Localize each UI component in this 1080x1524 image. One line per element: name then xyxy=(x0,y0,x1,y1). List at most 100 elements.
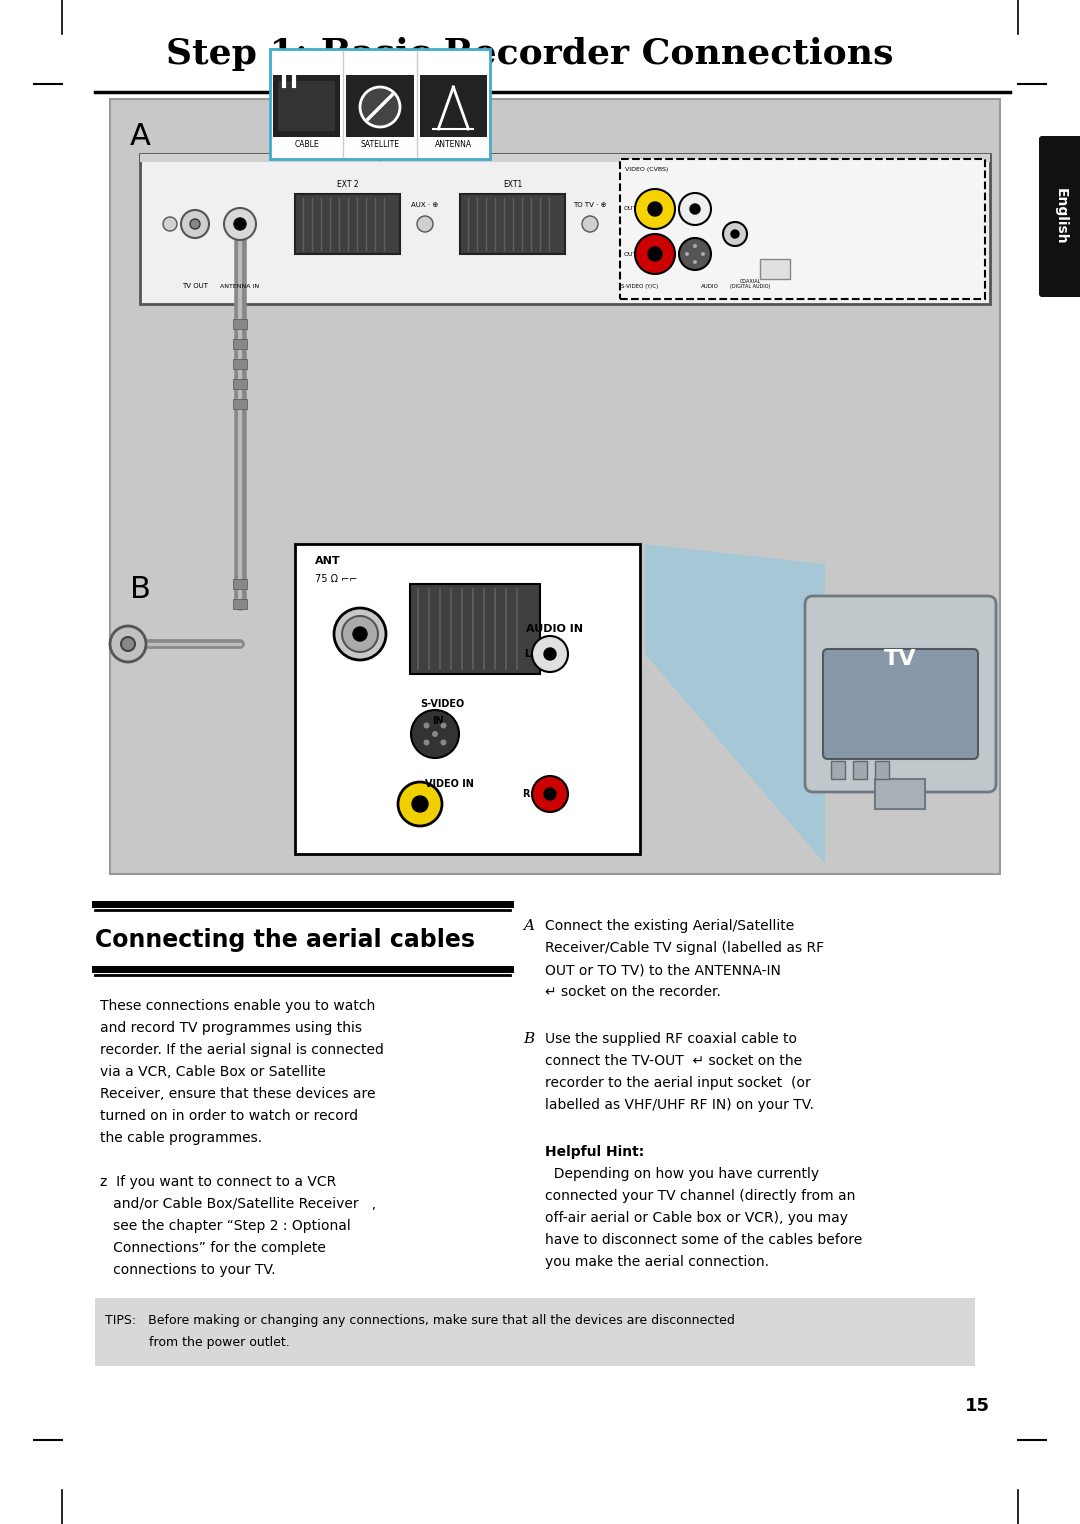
Text: TIPS:   Before making or changing any connections, make sure that all the device: TIPS: Before making or changing any conn… xyxy=(105,1314,734,1327)
Text: AUDIO: AUDIO xyxy=(701,283,719,290)
Text: English: English xyxy=(1054,187,1068,244)
Text: Use the supplied RF coaxial cable to: Use the supplied RF coaxial cable to xyxy=(545,1032,797,1045)
Text: ↵ socket on the recorder.: ↵ socket on the recorder. xyxy=(545,985,720,1000)
Text: via a VCR, Cable Box or Satellite: via a VCR, Cable Box or Satellite xyxy=(100,1065,326,1079)
Text: Receiver, ensure that these devices are: Receiver, ensure that these devices are xyxy=(100,1087,376,1100)
Text: Connect the existing Aerial/Satellite: Connect the existing Aerial/Satellite xyxy=(545,919,794,933)
Text: see the chapter “Step 2 : Optional: see the chapter “Step 2 : Optional xyxy=(100,1219,351,1233)
Bar xyxy=(233,599,247,610)
Text: R: R xyxy=(523,789,530,799)
Text: 15: 15 xyxy=(966,1398,990,1414)
Text: CABLE: CABLE xyxy=(295,140,319,149)
Bar xyxy=(295,544,640,853)
Bar xyxy=(278,81,335,131)
Text: ANTENNA IN: ANTENNA IN xyxy=(220,283,259,290)
Text: z  If you want to connect to a VCR: z If you want to connect to a VCR xyxy=(100,1175,336,1189)
Circle shape xyxy=(532,776,568,812)
Text: OUT: OUT xyxy=(623,251,637,256)
Circle shape xyxy=(399,782,442,826)
Text: AUX · ⊕: AUX · ⊕ xyxy=(411,203,438,207)
Text: turned on in order to watch or record: turned on in order to watch or record xyxy=(100,1109,359,1123)
Polygon shape xyxy=(645,544,825,864)
Text: Connections” for the complete: Connections” for the complete xyxy=(100,1241,326,1254)
Circle shape xyxy=(693,261,697,264)
Circle shape xyxy=(121,637,135,651)
Circle shape xyxy=(423,722,430,728)
Circle shape xyxy=(360,87,400,126)
Text: Helpful Hint:: Helpful Hint: xyxy=(545,1145,645,1158)
Text: IN: IN xyxy=(432,716,444,725)
Circle shape xyxy=(441,739,446,745)
Circle shape xyxy=(693,244,697,248)
Text: TV OUT: TV OUT xyxy=(183,283,208,290)
Text: SATELLITE: SATELLITE xyxy=(361,140,400,149)
Text: recorder to the aerial input socket  (or: recorder to the aerial input socket (or xyxy=(545,1076,811,1090)
Text: EXT1: EXT1 xyxy=(503,180,522,189)
Text: VIDEO IN: VIDEO IN xyxy=(426,779,474,789)
Circle shape xyxy=(635,189,675,229)
Text: EXT 2: EXT 2 xyxy=(337,180,359,189)
Bar xyxy=(233,319,247,329)
Text: S-VIDEO: S-VIDEO xyxy=(420,700,464,709)
Text: S-VIDEO (Y/C): S-VIDEO (Y/C) xyxy=(621,283,659,290)
Text: A: A xyxy=(523,919,534,933)
Circle shape xyxy=(679,238,711,270)
Circle shape xyxy=(532,636,568,672)
Text: have to disconnect some of the cables before: have to disconnect some of the cables be… xyxy=(545,1233,862,1247)
Bar xyxy=(233,579,247,588)
Circle shape xyxy=(411,796,428,812)
Bar xyxy=(233,360,247,369)
Text: Depending on how you have currently: Depending on how you have currently xyxy=(545,1167,819,1181)
Circle shape xyxy=(190,219,200,229)
Circle shape xyxy=(423,739,430,745)
Text: B: B xyxy=(130,575,150,604)
Text: These connections enable you to watch: These connections enable you to watch xyxy=(100,1000,375,1013)
Text: 75 Ω ⌐⌐: 75 Ω ⌐⌐ xyxy=(315,575,357,584)
Circle shape xyxy=(234,218,246,230)
Text: connections to your TV.: connections to your TV. xyxy=(100,1263,275,1277)
Circle shape xyxy=(648,247,662,261)
FancyBboxPatch shape xyxy=(823,649,978,759)
Circle shape xyxy=(544,648,556,660)
Circle shape xyxy=(163,216,177,232)
Text: labelled as VHF/UHF RF IN) on your TV.: labelled as VHF/UHF RF IN) on your TV. xyxy=(545,1097,814,1113)
Bar xyxy=(273,75,340,137)
Bar xyxy=(295,194,400,255)
Text: connect the TV-OUT  ↵ socket on the: connect the TV-OUT ↵ socket on the xyxy=(545,1055,802,1068)
Text: connected your TV channel (directly from an: connected your TV channel (directly from… xyxy=(545,1189,855,1202)
Text: off-air aerial or Cable box or VCR), you may: off-air aerial or Cable box or VCR), you… xyxy=(545,1212,848,1225)
Circle shape xyxy=(679,194,711,226)
Text: and/or Cable Box/Satellite Receiver   ,: and/or Cable Box/Satellite Receiver , xyxy=(100,1196,376,1212)
Text: TO TV · ⊕: TO TV · ⊕ xyxy=(573,203,607,207)
Circle shape xyxy=(701,251,705,256)
Circle shape xyxy=(334,608,386,660)
Circle shape xyxy=(441,722,446,728)
Bar xyxy=(420,75,487,137)
Circle shape xyxy=(635,235,675,274)
Bar xyxy=(233,399,247,408)
Bar xyxy=(853,760,867,779)
Circle shape xyxy=(582,216,598,232)
Text: Connecting the aerial cables: Connecting the aerial cables xyxy=(95,928,475,952)
Circle shape xyxy=(690,204,700,213)
Circle shape xyxy=(181,210,210,238)
Text: OUT or TO TV) to the ANTENNA-IN: OUT or TO TV) to the ANTENNA-IN xyxy=(545,963,781,977)
Text: VIDEO (CVBS): VIDEO (CVBS) xyxy=(625,168,669,172)
Text: Step 1: Basic Recorder Connections: Step 1: Basic Recorder Connections xyxy=(166,37,894,72)
Circle shape xyxy=(411,710,459,757)
Circle shape xyxy=(432,732,438,738)
Circle shape xyxy=(648,203,662,216)
Circle shape xyxy=(342,616,378,652)
Bar xyxy=(270,49,490,158)
Bar xyxy=(140,154,990,303)
Bar xyxy=(347,75,414,137)
Text: the cable programmes.: the cable programmes. xyxy=(100,1131,262,1145)
Bar xyxy=(110,99,1000,873)
Circle shape xyxy=(224,207,256,239)
Text: A: A xyxy=(130,122,150,151)
Text: you make the aerial connection.: you make the aerial connection. xyxy=(545,1254,769,1269)
Text: OUT: OUT xyxy=(623,206,637,212)
Bar xyxy=(831,760,845,779)
Bar xyxy=(460,194,565,255)
Circle shape xyxy=(417,216,433,232)
